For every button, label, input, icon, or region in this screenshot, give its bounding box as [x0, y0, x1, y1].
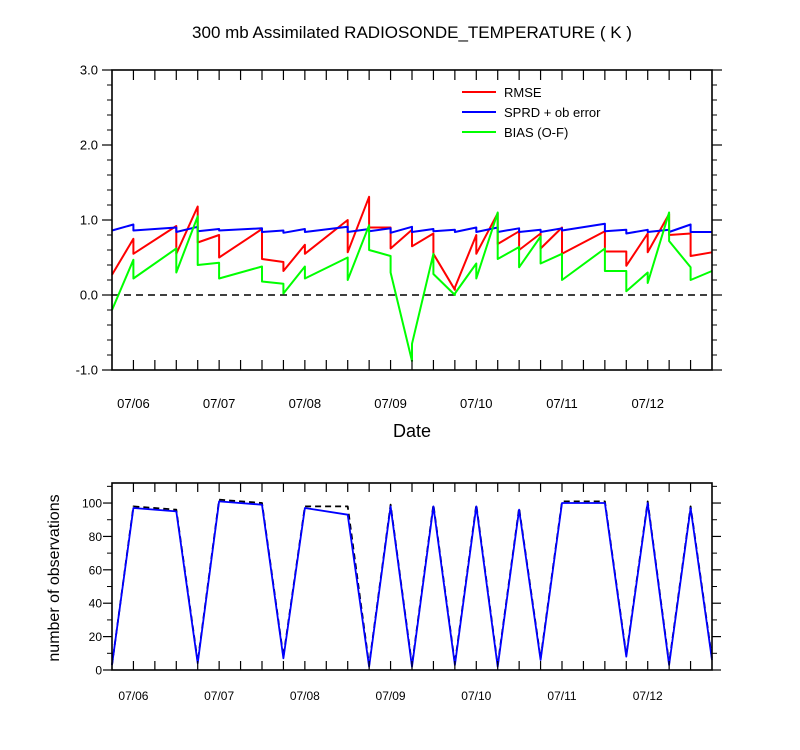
legend-label: RMSE	[504, 85, 542, 100]
x-tick-label: 07/09	[374, 396, 407, 411]
x-tick-label: 07/11	[546, 396, 578, 411]
x-tick-label: 07/12	[633, 689, 663, 703]
x-tick-label: 07/06	[117, 396, 150, 411]
series-line-rmse	[111, 195, 713, 291]
bottom-chart: 07/06 07/07 07/08 07/09 07/10 07/11 07/12 0 20 40…	[46, 482, 721, 703]
legend-label: BIAS (O-F)	[504, 125, 568, 140]
y-tick-label: 60	[89, 563, 103, 577]
x-tick-label: 07/11	[547, 689, 576, 703]
bottom-series-group	[111, 498, 713, 668]
y-tick-label: 0.0	[80, 288, 98, 303]
x-tick-label: 07/06	[118, 689, 148, 703]
y-tick-label: 20	[89, 630, 103, 644]
y-tick-label: -1.0	[76, 363, 98, 378]
top-plot-frame	[111, 69, 713, 371]
series-line-total-observations	[111, 498, 713, 666]
x-tick-label: 07/10	[461, 689, 491, 703]
x-tick-label: 07/08	[290, 689, 320, 703]
chart-title: 300 mb Assimilated RADIOSONDE_TEMPERATUR…	[192, 23, 632, 42]
x-tick-label: 07/09	[376, 689, 406, 703]
x-tick-label: 07/08	[289, 396, 322, 411]
top-chart: 300 mb Assimilated RADIOSONDE_TEMPERATUR…	[76, 23, 722, 441]
y-tick-label: 1.0	[80, 213, 98, 228]
y-tick-label: 0	[95, 664, 102, 678]
series-line-bias-o-f	[111, 211, 713, 362]
y-tick-label: 2.0	[80, 138, 98, 153]
x-tick-label: 07/12	[631, 396, 664, 411]
top-series-group	[111, 195, 713, 362]
y-tick-label: 100	[82, 497, 102, 511]
legend-label: SPRD + ob error	[504, 105, 601, 120]
x-tick-label: 07/07	[203, 396, 236, 411]
y-tick-label: 3.0	[80, 63, 98, 78]
series-line-sprd-ob-error	[111, 222, 712, 235]
bottom-ticks-group: 07/06 07/07 07/08 07/09 07/10 07/11 07/12 0 20 40…	[82, 483, 721, 703]
y-axis-label: number of observations	[46, 494, 63, 661]
x-axis-label: Date	[393, 421, 431, 441]
x-tick-label: 07/10	[460, 396, 493, 411]
x-tick-label: 07/07	[204, 689, 234, 703]
y-tick-label: 40	[89, 597, 103, 611]
legend: RMSE SPRD + ob error BIAS (O-F)	[462, 85, 601, 140]
bottom-plot-frame	[111, 482, 713, 671]
top-ticks-group: 07/06 07/07 07/08 07/09 07/10 07/11 07/12 -1.0 0…	[76, 63, 722, 411]
y-tick-label: 80	[89, 530, 103, 544]
series-line-assimilated-observations	[111, 500, 713, 668]
